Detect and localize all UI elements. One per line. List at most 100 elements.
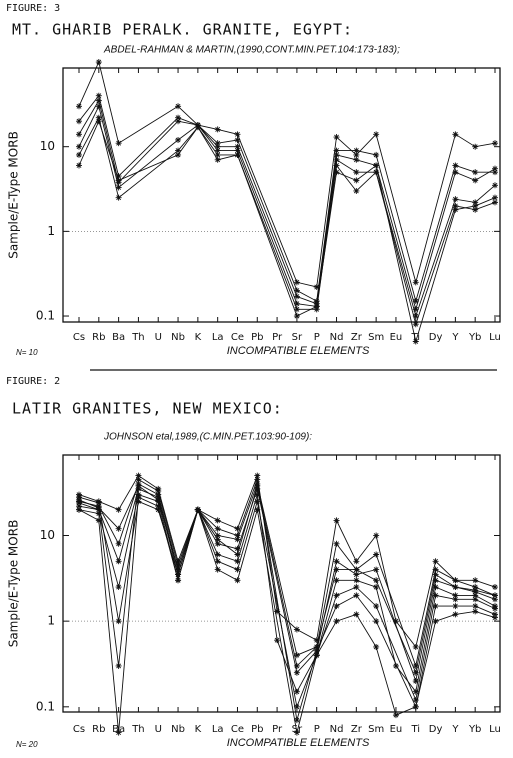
data-point — [175, 577, 182, 584]
x-tick-label: Nd — [330, 724, 344, 735]
data-point — [472, 169, 479, 176]
data-point — [412, 678, 419, 685]
data-point — [432, 618, 439, 625]
x-tick-label: U — [155, 332, 162, 343]
data-point — [234, 131, 241, 138]
data-point — [115, 140, 122, 147]
data-point — [392, 662, 399, 669]
data-point — [135, 485, 142, 492]
data-point — [135, 494, 142, 501]
data-point — [175, 147, 182, 154]
data-point — [333, 558, 340, 565]
data-point — [95, 97, 102, 104]
x-axis-label: INCOMPATIBLE ELEMENTS — [227, 345, 370, 357]
data-point — [412, 643, 419, 650]
data-point — [412, 338, 419, 345]
x-tick-label: Nb — [171, 332, 185, 343]
data-point — [313, 637, 320, 644]
data-point — [274, 608, 281, 615]
y-axis-label: Sample/E-Type MORB — [7, 131, 21, 259]
data-point — [333, 618, 340, 625]
data-point — [373, 566, 380, 573]
data-point — [353, 558, 360, 565]
plot-frame — [62, 454, 501, 713]
data-point — [115, 506, 122, 513]
data-point — [353, 177, 360, 184]
data-point — [214, 532, 221, 539]
x-tick-label: Zr — [351, 724, 363, 735]
data-point — [492, 165, 498, 172]
data-point — [452, 131, 459, 138]
y-tick-label: 1 — [47, 224, 55, 238]
data-point — [432, 603, 439, 610]
data-point — [254, 472, 261, 479]
data-point — [214, 536, 221, 543]
data-point — [95, 103, 102, 110]
x-tick-label: Zr — [351, 332, 363, 343]
data-point — [412, 306, 419, 313]
data-point — [214, 156, 221, 163]
x-tick-label: Pb — [251, 724, 263, 735]
data-point — [452, 196, 459, 203]
data-point — [333, 540, 340, 547]
data-point — [353, 147, 360, 154]
data-point — [373, 618, 380, 625]
data-point — [452, 577, 459, 584]
data-point — [373, 169, 380, 176]
data-point — [214, 566, 221, 573]
data-point — [392, 618, 399, 625]
data-point — [115, 584, 122, 591]
series-line — [78, 485, 496, 675]
data-point — [175, 571, 182, 578]
data-point — [95, 92, 102, 99]
x-tick-label: Rb — [92, 724, 105, 735]
x-tick-label: Pb — [251, 332, 263, 343]
data-point — [472, 577, 479, 584]
data-point — [76, 103, 82, 110]
x-tick-label: Sm — [368, 332, 384, 343]
data-point — [95, 59, 102, 66]
x-tick-label: Ce — [231, 332, 244, 343]
data-point — [492, 169, 498, 176]
data-point — [115, 558, 122, 565]
data-point — [175, 136, 182, 143]
x-tick-label: La — [212, 724, 224, 735]
data-point — [353, 169, 360, 176]
data-point — [214, 558, 221, 565]
data-point — [214, 525, 221, 532]
x-tick-label: Eu — [390, 724, 403, 735]
data-point — [412, 688, 419, 695]
data-point — [353, 151, 360, 158]
data-point — [313, 643, 320, 650]
data-point — [373, 551, 380, 558]
x-tick-label: Nd — [330, 332, 344, 343]
data-point — [234, 147, 241, 154]
data-point — [95, 517, 102, 524]
x-tick-label: Dy — [429, 332, 443, 343]
data-point — [412, 703, 419, 710]
data-point — [234, 545, 241, 552]
x-tick-label: U — [155, 724, 162, 735]
data-point — [214, 147, 221, 154]
data-point — [76, 131, 82, 138]
data-point — [254, 491, 261, 498]
x-tick-label: Lu — [489, 332, 501, 343]
data-point — [175, 562, 182, 569]
data-point — [353, 584, 360, 591]
data-point — [234, 577, 241, 584]
data-point — [234, 536, 241, 543]
data-point — [333, 169, 340, 176]
data-point — [234, 525, 241, 532]
x-tick-label: Rb — [92, 332, 105, 343]
data-point — [115, 194, 122, 201]
data-point — [115, 177, 122, 184]
chart-title: LATIR GRANITES, NEW MEXICO: — [12, 400, 283, 418]
data-point — [234, 136, 241, 143]
x-tick-label: Pr — [272, 724, 283, 735]
data-point — [135, 482, 142, 489]
data-point — [432, 592, 439, 599]
data-point — [95, 504, 102, 511]
data-point — [95, 510, 102, 517]
x-tick-label: Yb — [468, 724, 481, 735]
data-point — [214, 540, 221, 547]
